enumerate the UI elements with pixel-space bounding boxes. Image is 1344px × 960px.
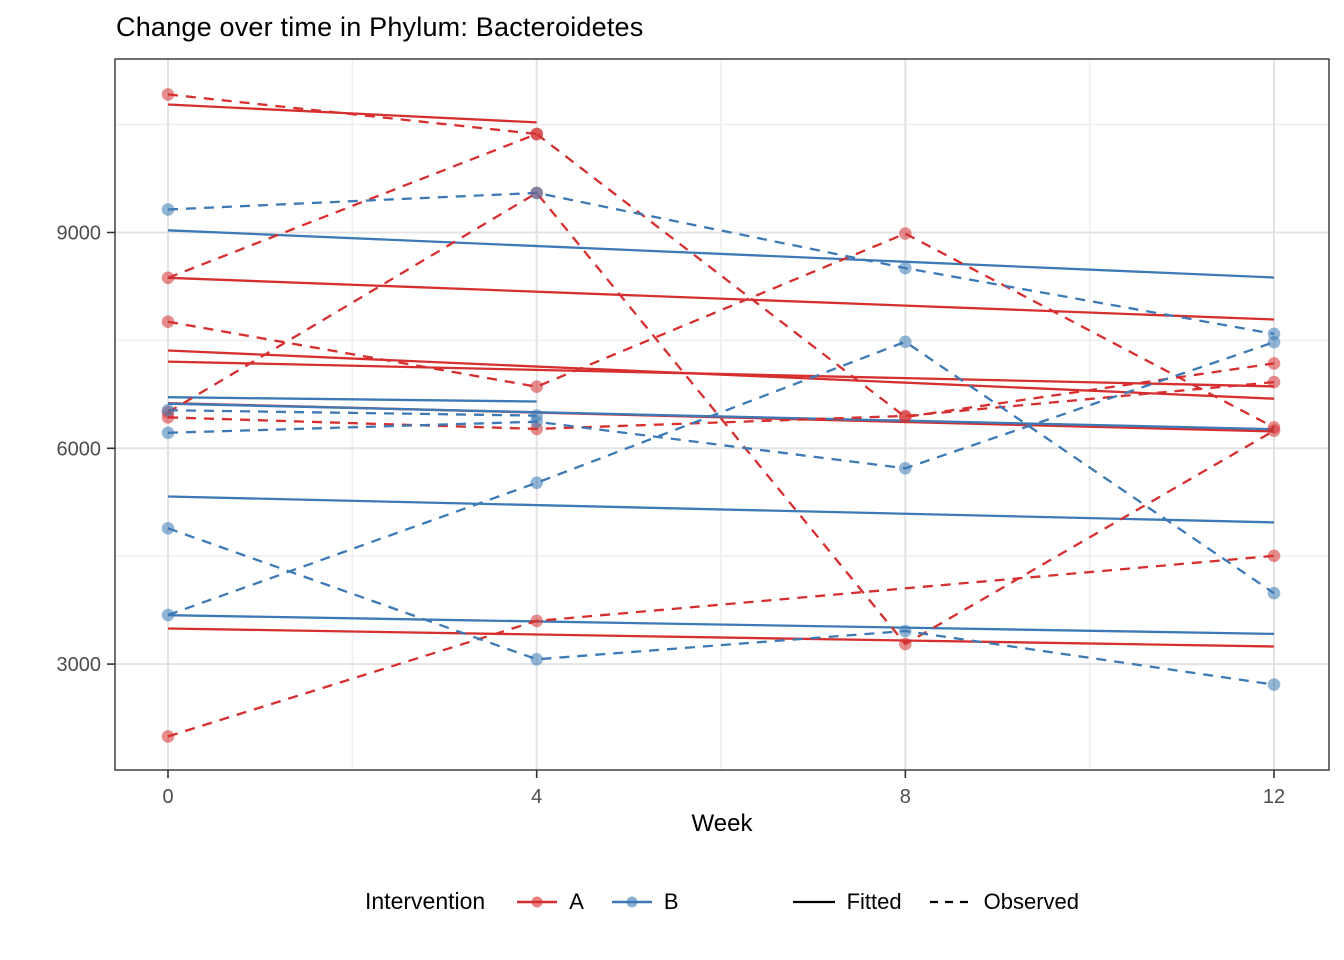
point-A5-week12 (1267, 375, 1281, 389)
series-A6-fitted (167, 627, 1275, 648)
point-B1-week0 (161, 203, 175, 216)
series-B2-fitted (167, 396, 537, 403)
point-A6-week4 (530, 614, 543, 628)
x-tick-label-4: 4 (531, 786, 542, 808)
x-tick-label-12: 12 (1263, 786, 1285, 808)
y-tick-label-9000: 9000 (57, 223, 102, 245)
series-B2-observed (167, 409, 537, 417)
legend-item-fitted: Fitted (791, 889, 902, 915)
legend-label-a: A (569, 888, 584, 914)
plot-panel (115, 59, 1329, 770)
point-A4-week8 (899, 637, 912, 651)
series-B5-observed (167, 340, 1275, 617)
series-A5-observed (167, 380, 1275, 431)
point-B1-week4 (530, 186, 543, 200)
legend: Intervention A B Fitted (115, 888, 1329, 915)
point-A2-week0 (161, 271, 175, 285)
legend-key-observed-icon (929, 900, 972, 903)
point-A3-week0 (161, 315, 175, 329)
point-A2-week12 (1267, 357, 1281, 370)
panel-border (114, 58, 1330, 771)
point-B4-week8 (899, 624, 912, 638)
point-B5-week4 (530, 476, 543, 490)
legend-label-b: B (663, 888, 679, 914)
series-A2-fitted (167, 276, 1275, 321)
point-B4-week12 (1267, 678, 1281, 691)
point-A6-week12 (1267, 549, 1281, 563)
legend-label-observed: Observed (983, 888, 1079, 914)
legend-item-group-b: B (610, 889, 679, 915)
series-A4-fitted (167, 360, 1275, 388)
point-B2-week0 (161, 403, 175, 417)
legend-key-b-icon (611, 896, 652, 907)
point-B3-week0 (161, 426, 175, 440)
point-A6-week0 (161, 730, 175, 743)
y-tick-label-3000: 3000 (57, 654, 102, 676)
series-B3-fitted (167, 402, 1275, 431)
series-B5-fitted (167, 495, 1275, 524)
point-A2-week4 (530, 127, 543, 141)
series-A1-observed (167, 93, 537, 136)
point-B4-week4 (530, 653, 543, 666)
point-B3-week12 (1267, 335, 1281, 349)
y-tick-label-6000: 6000 (57, 438, 102, 460)
point-B5-week12 (1267, 586, 1281, 600)
point-A1-week0 (161, 88, 175, 101)
point-B3-week4 (530, 415, 543, 429)
point-A5-week8 (899, 409, 912, 423)
point-B1-week8 (899, 261, 912, 275)
legend-item-group-a: A (515, 889, 584, 915)
point-B5-week0 (161, 608, 175, 622)
series-B4-observed (167, 527, 1275, 686)
x-tick-label-0: 0 (162, 786, 173, 808)
series-B1-fitted (167, 229, 1275, 279)
x-axis-title: Week (691, 810, 753, 837)
legend-key-a-icon (517, 896, 558, 907)
legend-key-fitted-icon (792, 900, 835, 903)
point-B3-week8 (899, 462, 912, 475)
legend-label-fitted: Fitted (846, 888, 902, 914)
point-B4-week0 (161, 522, 175, 535)
point-A3-week8 (899, 227, 912, 240)
point-B5-week8 (899, 335, 912, 349)
chart-plot: 0 4 8 12 3000 6000 9000 (57, 58, 1330, 808)
x-tick-label-8: 8 (900, 786, 911, 808)
series-B1-observed (167, 191, 1275, 336)
legend-item-observed: Observed (928, 889, 1079, 915)
chart-title: Change over time in Phylum: Bacteroidete… (116, 12, 644, 42)
series-A3-observed (167, 232, 1275, 429)
series-A4-observed (167, 191, 1275, 646)
point-A4-week12 (1267, 424, 1281, 438)
series-A2-observed (167, 132, 1275, 419)
series-B3-observed (167, 341, 1275, 470)
legend-title: Intervention (365, 888, 486, 914)
point-A3-week4 (530, 380, 543, 394)
series-B4-fitted (167, 614, 1275, 636)
